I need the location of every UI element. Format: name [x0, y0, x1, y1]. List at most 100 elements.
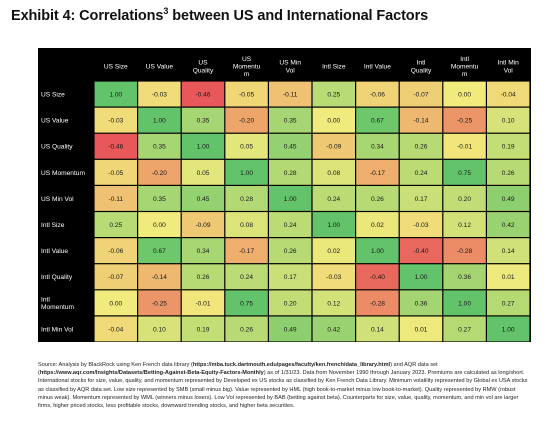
cell-value-label: 0.20: [284, 300, 297, 307]
heatmap-cell: [138, 133, 181, 159]
cell-value-label: -0.05: [239, 91, 254, 98]
heatmap-cell: [181, 81, 225, 107]
cell-value-label: 0.24: [240, 274, 253, 281]
heatmap-cell: [94, 212, 137, 237]
heatmap-cell: [225, 107, 268, 133]
heatmap-cell: [487, 264, 530, 290]
row-label-us-quality: US Quality: [41, 144, 73, 151]
heatmap-cell: [356, 107, 399, 133]
heatmap-cell: [487, 238, 530, 264]
row-label-intl-size: Intl Size: [41, 222, 65, 229]
cell-value-label: 0.14: [371, 326, 384, 333]
heatmap-cell: [312, 133, 355, 159]
heatmap-cell: [225, 159, 268, 185]
heatmap-cell: [94, 264, 137, 290]
heatmap-cell: [181, 264, 225, 290]
cell-value-label: 0.08: [240, 222, 253, 229]
heatmap-cell: [312, 81, 355, 107]
cell-value-label: -0.07: [108, 274, 123, 281]
cell-value-label: 0.36: [458, 274, 471, 281]
heatmap-cell: [269, 238, 312, 264]
row-label-us-min-vol: US Min Vol: [41, 196, 74, 203]
heatmap-cell: [399, 264, 443, 290]
heatmap-cell: [225, 133, 268, 159]
heatmap-cell: [181, 186, 225, 211]
cell-value-label: 0.42: [327, 326, 340, 333]
cell-value-label: 0.00: [327, 118, 340, 125]
heatmap-cell: [94, 238, 137, 264]
heatmap-cell: [487, 133, 530, 159]
cell-value-label: 0.27: [458, 326, 471, 333]
source-link-french[interactable]: https://mba.tuck.dartmouth.edu/pages/fac…: [192, 362, 391, 368]
heatmap-cell: [356, 212, 399, 237]
source-link-aqr[interactable]: https://www.aqr.com/Insights/Datasets/Be…: [39, 370, 264, 377]
heatmap-cell: [443, 133, 486, 159]
cell-value-label: 0.05: [197, 170, 210, 177]
cell-value-label: 1.00: [458, 300, 471, 307]
row-label-intl-value: Intl Value: [41, 248, 68, 255]
title-main: Exhibit 4: Correlations: [11, 7, 164, 24]
heatmap-cell: [399, 133, 443, 159]
heatmap-cell: [138, 290, 181, 316]
heatmap-cell: [269, 133, 312, 159]
cell-value-label: -0.07: [413, 91, 428, 98]
cell-value-label: -0.40: [413, 248, 428, 255]
heatmap-cell: [138, 107, 181, 133]
heatmap-cell: [181, 290, 225, 316]
cell-value-label: -0.46: [108, 144, 123, 151]
row-label-intl-min-vol: Intl Min Vol: [41, 326, 74, 333]
cell-value-label: 0.02: [371, 222, 384, 229]
cell-value-label: 0.28: [240, 196, 253, 203]
cell-value-label: -0.03: [152, 91, 167, 98]
heatmap-cell: [356, 81, 399, 107]
cell-value-label: -0.09: [326, 144, 341, 151]
cell-value-label: 0.67: [153, 248, 166, 255]
cell-value-label: 0.75: [458, 170, 471, 177]
heatmap-cell: [138, 238, 181, 264]
heatmap-cell: [443, 212, 486, 237]
cell-value-label: -0.01: [457, 144, 472, 151]
column-label-intl-size: Intl Size: [322, 64, 346, 71]
title-rest: between US and International Factors: [168, 7, 429, 24]
cell-value-label: 1.00: [415, 274, 428, 281]
heatmap-cell: [312, 238, 355, 264]
cell-value-label: -0.25: [152, 300, 167, 307]
cell-value-label: 0.12: [327, 300, 340, 307]
cell-value-label: 0.42: [502, 222, 515, 229]
heatmap-cell: [138, 264, 181, 290]
cell-value-label: 0.36: [415, 300, 428, 307]
heatmap-cell: [181, 107, 225, 133]
cell-value-label: 0.02: [327, 248, 340, 255]
cell-value-label: -0.04: [108, 326, 123, 333]
heatmap-cell: [225, 238, 268, 264]
heatmap-cell: [443, 238, 486, 264]
row-label-us-value: US Value: [41, 118, 69, 125]
heatmap-cell: [399, 212, 443, 237]
cell-value-label: 0.34: [371, 144, 384, 151]
cell-value-label: 1.00: [371, 248, 384, 255]
heatmap-cell: [312, 264, 355, 290]
heatmap-cell: [443, 316, 486, 342]
heatmap-cell: [138, 186, 181, 211]
cell-value-label: 0.35: [284, 118, 297, 125]
cell-value-label: 0.05: [240, 144, 253, 151]
heatmap-cell: [269, 290, 312, 316]
heatmap-cell: [487, 186, 530, 211]
heatmap-cell: [443, 186, 486, 211]
cell-value-label: 0.26: [284, 248, 297, 255]
cell-value-label: -0.20: [239, 118, 254, 125]
heatmap-cell: [269, 107, 312, 133]
cell-value-label: 1.00: [109, 91, 122, 98]
heatmap-cell: [487, 81, 530, 107]
column-label-us-min-vol: US Min Vol: [279, 60, 301, 75]
heatmap-cell: [269, 212, 312, 237]
cell-value-label: 0.00: [458, 91, 471, 98]
heatmap-cell: [443, 81, 486, 107]
cell-value-label: -0.06: [370, 91, 385, 98]
cell-value-label: 0.14: [502, 248, 515, 255]
heatmap-cell: [399, 238, 443, 264]
cell-value-label: 0.34: [197, 248, 210, 255]
heatmap-cell: [225, 264, 268, 290]
heatmap-cells: 1.00 -0.03 -0.46 -0.05 -0.11 0.25 -0.06 -0.07 0.…: [94, 81, 530, 342]
heatmap-cell: [443, 107, 486, 133]
